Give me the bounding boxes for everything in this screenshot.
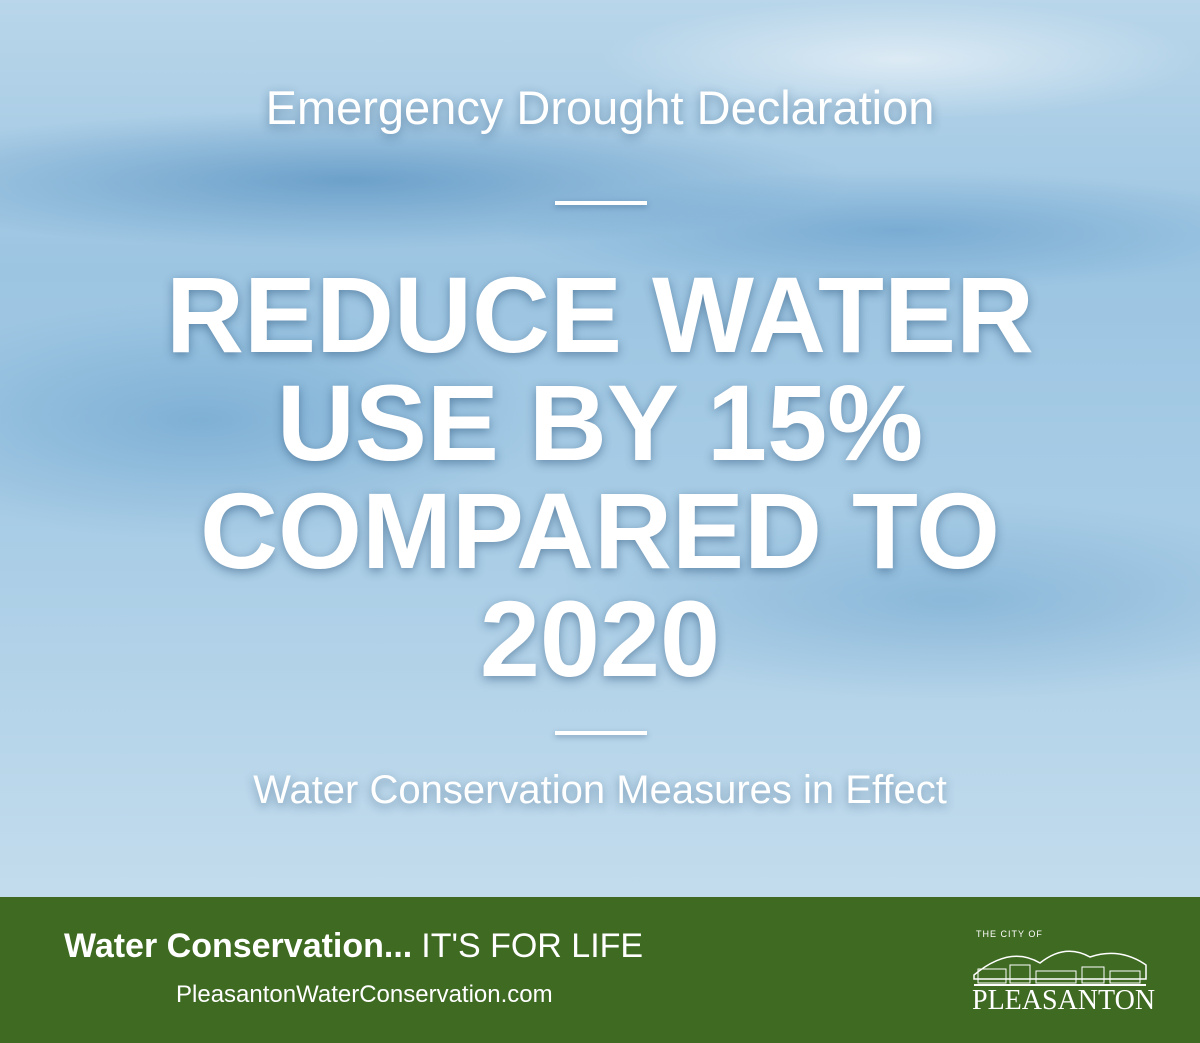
- headline-line: 2020: [479, 578, 721, 699]
- footer: Water Conservation... IT'S FOR LIFE Pleas…: [0, 897, 1200, 1043]
- logo-prefix: THE CITY OF: [976, 929, 1043, 939]
- logo-skyline: [973, 950, 1147, 986]
- logo-name: PLEASANTON: [972, 985, 1156, 1016]
- slogan: Water Conservation... IT'S FOR LIFE: [64, 927, 643, 966]
- headline-line: REDUCE WATER: [165, 254, 1034, 375]
- water-background: [0, 0, 1200, 897]
- divider: [555, 731, 647, 735]
- subtitle: Water Conservation Measures in Effect: [253, 768, 947, 812]
- slogan-text: IT'S FOR LIFE: [421, 927, 644, 965]
- slogan-bold: Water Conservation...: [64, 927, 413, 965]
- divider: [555, 201, 647, 205]
- website[interactable]: PleasantonWaterConservation.com: [176, 981, 553, 1008]
- headline-line: COMPARED TO: [199, 470, 1001, 591]
- city-logo: THE CITY OF PLEASANTON: [970, 925, 1155, 1025]
- title: Emergency Drought Declaration: [265, 81, 935, 134]
- headline-line: USE BY 15%: [276, 362, 924, 483]
